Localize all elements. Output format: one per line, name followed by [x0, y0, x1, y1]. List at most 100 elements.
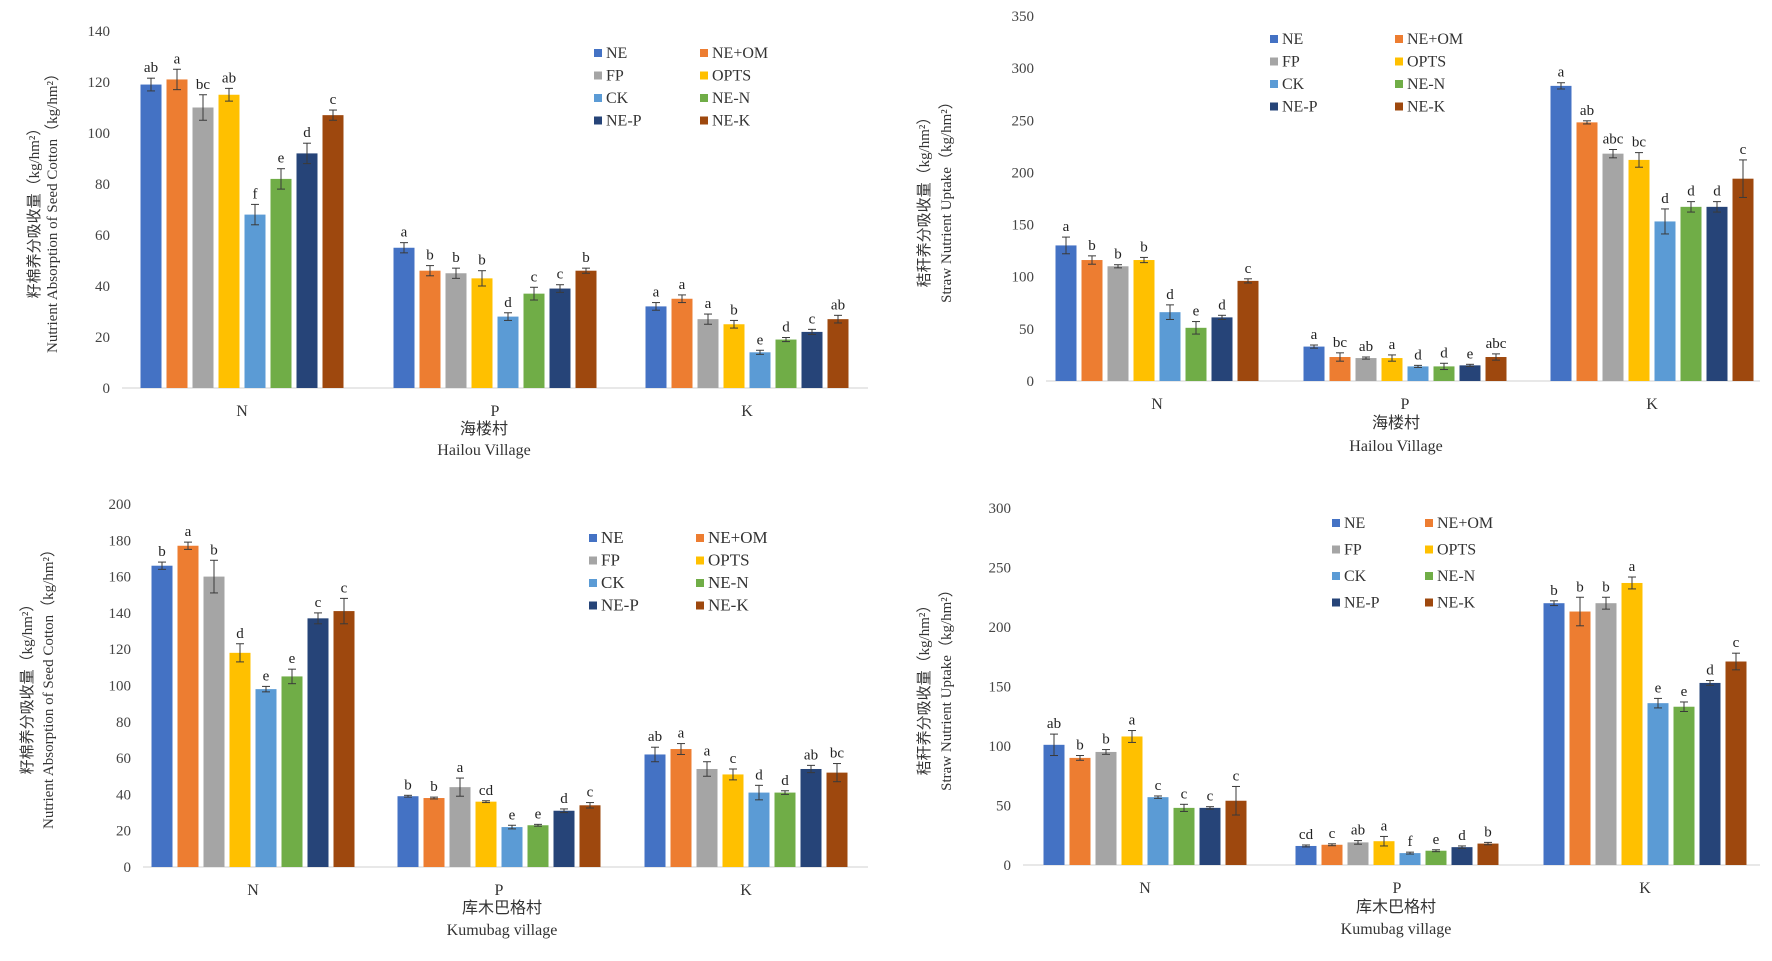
legend-label: NE-K: [1437, 595, 1476, 612]
significance-label: e: [1193, 304, 1200, 320]
significance-label: d: [1706, 663, 1714, 679]
significance-label: d: [1661, 191, 1669, 207]
significance-label: bc: [830, 746, 845, 762]
significance-label: b: [1102, 732, 1110, 748]
y-tick-label: 120: [109, 642, 132, 658]
significance-label: a: [705, 296, 712, 312]
significance-label: e: [263, 668, 270, 684]
legend-label: NE-K: [712, 113, 751, 130]
significance-label: d: [560, 791, 568, 807]
category-label: K: [740, 882, 752, 899]
y-tick-label: 50: [1019, 322, 1034, 338]
significance-label: c: [1233, 768, 1240, 784]
bar-ck-k: [1647, 703, 1669, 865]
legend-swatch: [696, 556, 704, 565]
bar-ne-k-k: [1725, 661, 1747, 865]
bar-ne-om-k: [1569, 611, 1591, 865]
y-tick-label: 80: [95, 177, 110, 193]
significance-label: a: [679, 277, 686, 293]
legend-swatch: [589, 601, 597, 610]
bar-ne-p-p: [553, 810, 575, 867]
y-tick-label: 0: [124, 860, 132, 876]
significance-label: cd: [1299, 827, 1314, 843]
legend-label: NE-N: [712, 90, 751, 107]
bar-ne-k-p: [579, 805, 601, 867]
significance-label: c: [1207, 789, 1214, 805]
legend-swatch: [1425, 572, 1433, 580]
bar-fp-p: [445, 273, 467, 388]
significance-label: e: [1655, 680, 1662, 696]
bar-ne-om-p: [419, 270, 441, 388]
significance-label: a: [1311, 327, 1318, 343]
bar-ck-p: [1399, 853, 1421, 865]
y-tick-label: 0: [1004, 858, 1012, 874]
significance-label: d: [1687, 184, 1695, 200]
legend-swatch: [1395, 57, 1403, 66]
significance-label: b: [430, 779, 438, 795]
legend-label: OPTS: [708, 551, 750, 570]
y-tick-label: 160: [109, 570, 132, 586]
y-tick-label: 180: [109, 533, 132, 549]
bar-ne-p-p: [549, 288, 571, 388]
bar-fp-p: [1347, 842, 1369, 865]
significance-label: d: [1440, 345, 1448, 361]
bar-ne-k: [644, 754, 666, 867]
significance-label: c: [1329, 826, 1336, 842]
bar-ne-p: [1295, 845, 1317, 865]
significance-label: cd: [479, 783, 494, 799]
bar-ne-n-p: [1433, 366, 1455, 381]
significance-label: d: [781, 773, 789, 789]
legend-label: CK: [1344, 568, 1367, 585]
legend-label: NE-P: [601, 596, 639, 615]
bar-ne-n-p: [527, 825, 549, 867]
bar-ne-n-n: [1185, 327, 1207, 381]
legend-label: CK: [606, 90, 629, 107]
legend-swatch: [700, 94, 708, 102]
bar-ne-k-k: [826, 772, 848, 867]
significance-label: b: [1140, 239, 1148, 255]
bar-ne-n: [1055, 245, 1077, 381]
significance-label: abc: [1486, 336, 1507, 352]
bar-ne-k: [1543, 603, 1565, 865]
y-axis-title-en: Straw Nutrient Uptake（kg/hm²）: [938, 582, 955, 791]
bar-ck-n: [1159, 312, 1181, 381]
y-tick-label: 200: [989, 620, 1012, 636]
legend-label: FP: [1344, 542, 1362, 559]
bar-ne-om-k: [670, 749, 692, 867]
legend-label: NE-K: [1407, 99, 1446, 116]
bar-ck-k: [748, 792, 770, 867]
y-axis-title-cn: 秸秆养分吸收量（kg/hm²）: [916, 110, 933, 288]
significance-label: f: [253, 186, 258, 202]
bar-ne-p-n: [1211, 317, 1233, 381]
legend-swatch: [700, 49, 708, 57]
significance-label: b: [730, 302, 738, 318]
significance-label: abc: [1603, 131, 1624, 147]
legend-swatch: [1270, 35, 1278, 43]
legend-label: OPTS: [1407, 54, 1446, 71]
bar-fp-p: [449, 787, 471, 867]
significance-label: ab: [648, 729, 662, 745]
significance-label: ab: [1047, 716, 1061, 732]
bar-ne-n: [151, 565, 173, 867]
significance-label: a: [1063, 219, 1070, 235]
legend-swatch: [696, 601, 704, 610]
y-tick-label: 0: [1027, 374, 1035, 390]
bar-ne-n-k: [774, 792, 796, 867]
legend-swatch: [1395, 102, 1403, 111]
y-tick-label: 300: [1012, 61, 1035, 77]
bar-ne-k-n: [1225, 800, 1247, 865]
x-axis-title-cn: 海楼村: [460, 420, 508, 438]
bar-opts-n: [1121, 736, 1143, 865]
y-tick-label: 200: [109, 497, 132, 513]
bar-opts-k: [723, 324, 745, 388]
x-axis-title-en: Kumubag village: [447, 922, 558, 939]
bar-ne-n: [140, 84, 162, 389]
bar-ne-k-n: [1237, 280, 1259, 381]
y-tick-label: 60: [116, 751, 131, 767]
bar-ne-n-n: [270, 178, 292, 388]
bar-ne-k-n: [333, 611, 355, 867]
legend-label: NE: [606, 45, 627, 62]
y-tick-label: 200: [1012, 165, 1035, 181]
bar-ne-om-n: [177, 545, 199, 867]
legend-swatch: [589, 556, 597, 565]
